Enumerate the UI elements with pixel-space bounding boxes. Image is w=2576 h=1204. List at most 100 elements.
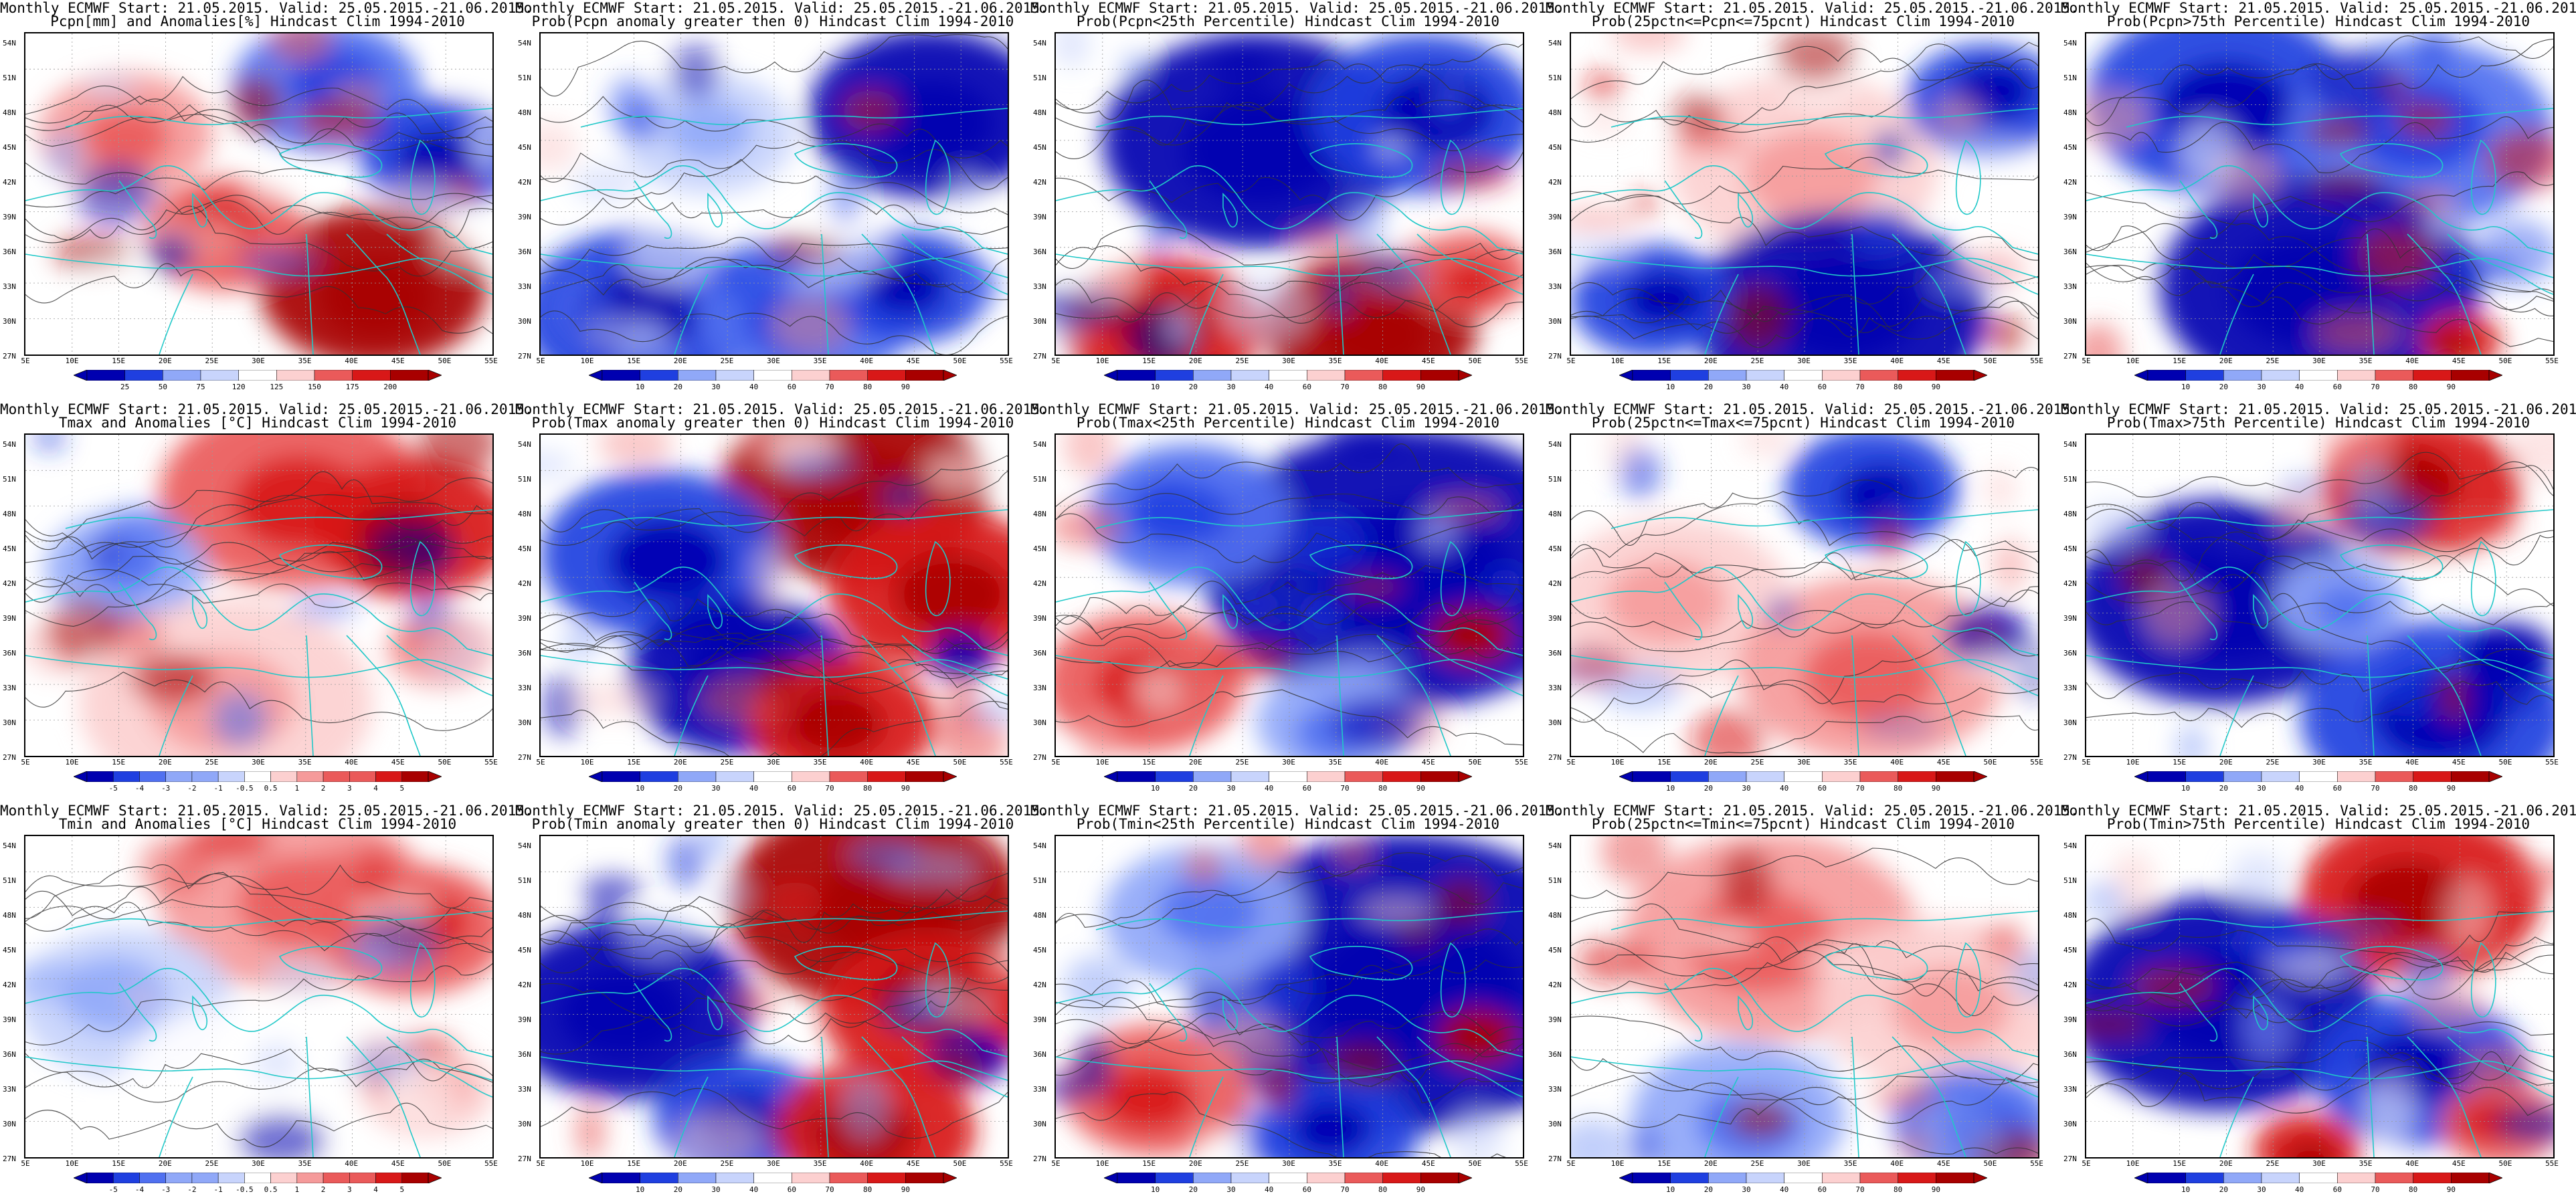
colorbar-segment	[390, 370, 429, 381]
lat-tick-label: 51N	[1548, 74, 1562, 82]
coastline	[2367, 233, 2375, 355]
colorbar-segment	[1269, 370, 1307, 381]
coastline	[634, 983, 672, 1041]
lon-tick-label: 15E	[112, 357, 126, 365]
lon-tick-label: 5E	[21, 357, 30, 365]
field-blob	[1327, 435, 1404, 456]
lat-tick-label: 33N	[3, 282, 16, 291]
field-blob	[1291, 1101, 1372, 1157]
lon-tick-label: 15E	[1142, 758, 1156, 767]
lat-tick-label: 51N	[3, 876, 16, 885]
coastline	[1095, 509, 1523, 529]
colorbar-segment	[1670, 370, 1709, 381]
field-blob	[211, 691, 268, 748]
lon-tick-label: 20E	[158, 758, 172, 767]
field-blob	[46, 598, 119, 662]
colorbar-label: 10	[1666, 784, 1675, 793]
coastline	[1824, 143, 1928, 178]
field-blob	[1765, 598, 1798, 624]
field-blob	[2086, 322, 2124, 355]
coastline	[1336, 1036, 1344, 1157]
coastline	[580, 509, 1008, 529]
colorbar-label: 20	[1704, 383, 1713, 391]
field-blob	[865, 258, 946, 315]
field-blob	[943, 670, 979, 736]
colorbar-label: -5	[108, 784, 118, 793]
lon-tick-label: 50E	[953, 1159, 967, 1168]
map-field-svg	[1056, 33, 1523, 355]
colorbar-label: 90	[1416, 1185, 1425, 1194]
field-blob	[1325, 274, 1354, 318]
coastline	[25, 1056, 492, 1081]
field-blob	[917, 979, 957, 1001]
coastline	[861, 233, 936, 355]
lon-tick-label: 45E	[2452, 1159, 2466, 1168]
map-field-svg	[541, 836, 1008, 1157]
coastline	[1571, 1056, 2038, 1081]
lon-tick-label: 25E	[1235, 758, 1249, 767]
map-grid	[2086, 836, 2553, 1157]
colorbar-segment	[1155, 1173, 1194, 1183]
colorbar-label: 60	[2332, 784, 2342, 793]
contour-line	[541, 598, 1008, 688]
map-field-svg	[25, 33, 492, 355]
coastline	[541, 567, 1008, 656]
contour-line	[1056, 997, 1523, 1039]
contour-line	[1056, 619, 1523, 674]
contour-line	[1056, 864, 1523, 928]
coastline	[25, 254, 492, 278]
colorbar-label: 40	[1265, 784, 1274, 793]
coastline	[1189, 675, 1224, 756]
field-blob	[1196, 1128, 1253, 1155]
lat-tick-label: 48N	[1548, 108, 1562, 117]
lat-tick-label: 51N	[2063, 876, 2077, 885]
field-blob	[1966, 624, 2003, 647]
contour-line	[25, 195, 492, 243]
colorbar-segment	[139, 1173, 166, 1183]
lat-tick-label: 45N	[3, 544, 16, 553]
field-blob	[1802, 630, 1936, 724]
colorbar-segment	[296, 771, 324, 782]
lon-tick-label: 10E	[1095, 1159, 1109, 1168]
lat-tick-label: 39N	[1033, 614, 1046, 623]
coastline	[1149, 581, 1188, 640]
coastlines	[1571, 509, 2038, 756]
coastline	[1309, 946, 1413, 981]
contour-line	[25, 890, 492, 951]
lat-tick-label: 51N	[1033, 876, 1046, 885]
field-blob	[1101, 1065, 1195, 1131]
lat-tick-label: 42N	[1033, 178, 1046, 187]
map-field-svg	[25, 836, 492, 1157]
contour-line	[541, 255, 1008, 295]
coastline	[2339, 143, 2444, 178]
field-blob	[1164, 306, 1196, 346]
contour-line	[25, 536, 492, 627]
lat-tick-label: 54N	[1548, 841, 1562, 850]
field-blob	[332, 80, 385, 102]
coastline	[118, 180, 157, 239]
field-blob	[1081, 710, 1116, 756]
colorbar-label: 60	[2332, 383, 2342, 391]
colorbar-label: 200	[383, 383, 397, 391]
coastline	[794, 143, 898, 178]
lat-tick-label: 45N	[518, 544, 531, 553]
colorbar-segment	[2147, 1173, 2186, 1183]
colorbar-segment	[1230, 1173, 1269, 1183]
coastline	[2126, 910, 2553, 930]
colorbar-label: 60	[2332, 1185, 2342, 1194]
lat-tick-label: 33N	[1548, 684, 1562, 692]
lat-tick-label: 36N	[518, 649, 531, 658]
lon-tick-label: 10E	[580, 1159, 594, 1168]
field-blob	[879, 481, 927, 512]
map-field-svg	[1571, 435, 2038, 756]
colorbar-segment	[867, 370, 906, 381]
field-blob	[666, 836, 705, 890]
coastline	[2447, 1036, 2553, 1098]
contour-line	[541, 888, 1008, 943]
contour-lines	[1056, 852, 1523, 1157]
map-panel: Monthly ECMWF Start: 21.05.2015. Valid: …	[1030, 0, 1564, 401]
coastline	[2179, 983, 2218, 1041]
field-blob	[1451, 1108, 1504, 1157]
contour-line	[541, 197, 1008, 235]
contour-line	[1056, 627, 1523, 668]
